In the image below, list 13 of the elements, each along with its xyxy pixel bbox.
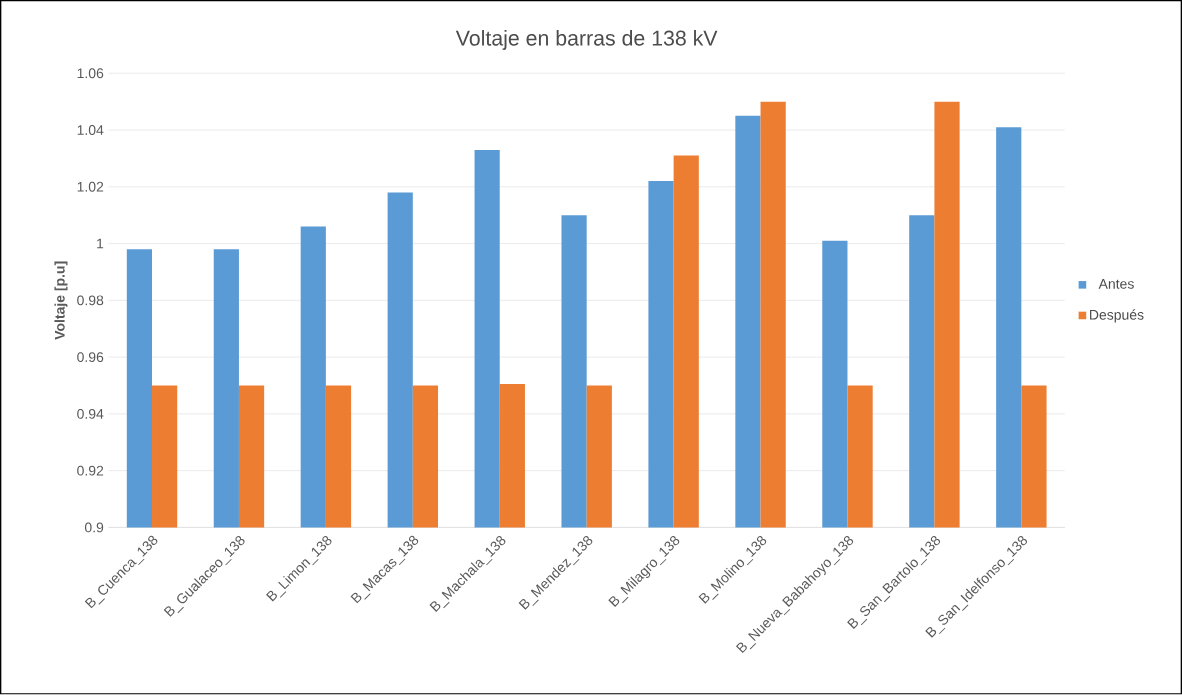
legend-label: Antes	[1098, 279, 1134, 290]
y-tick-label: 1.06	[77, 68, 104, 79]
y-tick-label: 1	[97, 238, 104, 249]
chart-title: Voltaje en barras de 138 kV	[455, 30, 718, 51]
legend-label: Después	[1090, 309, 1144, 323]
y-tick-label: 1.04	[77, 125, 104, 136]
y-tick-label: 1.02	[77, 182, 104, 192]
y-tick-label: 0.98	[77, 295, 104, 306]
y-axis-title: Voltaje [p.u]	[54, 261, 68, 340]
y-tick-label: 0.94	[77, 409, 104, 420]
y-tick-label: 0.96	[77, 352, 104, 363]
y-tick-label: 0.92	[77, 465, 104, 476]
y-tick-label: 0.9	[84, 522, 104, 533]
